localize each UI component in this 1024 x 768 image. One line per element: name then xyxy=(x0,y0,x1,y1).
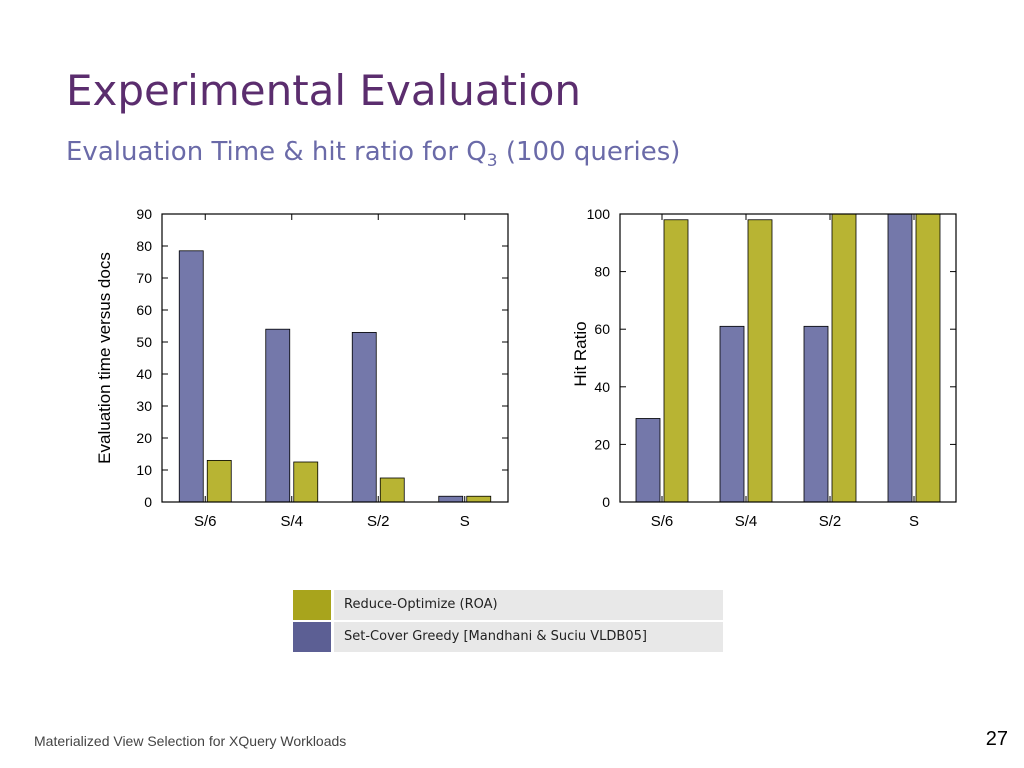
legend-swatch-set-cover xyxy=(293,622,331,652)
bar-set-cover-s xyxy=(887,213,913,503)
y-tick-label: 90 xyxy=(136,206,152,222)
y-tick-label: 20 xyxy=(136,430,152,446)
y-tick-label: 40 xyxy=(594,379,610,395)
x-tick-label: S/6 xyxy=(194,513,217,530)
legend-swatch-roa xyxy=(293,590,331,620)
bar-roa-s-2 xyxy=(379,477,405,503)
y-tick-label: 50 xyxy=(136,334,152,350)
legend-label-roa: Reduce-Optimize (ROA) xyxy=(331,590,723,620)
x-tick-label: S/4 xyxy=(735,513,758,530)
bar-roa-s-4 xyxy=(747,219,773,503)
x-tick-label: S/2 xyxy=(819,513,842,530)
y-tick-label: 80 xyxy=(136,238,152,254)
x-tick-label: S xyxy=(909,513,919,530)
chart-legend: Reduce-Optimize (ROA) Set-Cover Greedy [… xyxy=(293,590,723,654)
x-tick-label: S/4 xyxy=(280,513,303,530)
bar-set-cover-s-4 xyxy=(265,328,291,503)
y-tick-label: 60 xyxy=(594,321,610,337)
y-tick-label: 0 xyxy=(144,494,152,510)
subtitle-main: Evaluation Time & hit ratio for Q xyxy=(66,137,487,167)
x-tick-label: S/6 xyxy=(651,513,674,530)
slide-subtitle: Evaluation Time & hit ratio for Q3 (100 … xyxy=(66,137,680,171)
bar-roa-s-4 xyxy=(293,461,319,503)
plot-frame xyxy=(161,213,509,503)
legend-entry-set-cover: Set-Cover Greedy [Mandhani & Suciu VLDB0… xyxy=(293,622,723,652)
y-tick-label: 70 xyxy=(136,270,152,286)
slide-footer: Materialized View Selection for XQuery W… xyxy=(34,733,347,749)
bar-set-cover-s-6 xyxy=(635,418,661,503)
legend-label-set-cover: Set-Cover Greedy [Mandhani & Suciu VLDB0… xyxy=(331,622,723,652)
bar-roa-s xyxy=(915,213,941,503)
evaluation-time-chart: 0 10 20 30 40 50 60 70 80 90 S/6 S/4 S/2 S Evaluation … xyxy=(95,206,509,530)
y-tick-label: 80 xyxy=(594,264,610,280)
y-tick-label: 30 xyxy=(136,398,152,414)
y-tick-label: 20 xyxy=(594,436,610,452)
bar-set-cover-s-6 xyxy=(178,250,204,503)
slide-title: Experimental Evaluation xyxy=(66,66,582,115)
y-axis-label: Hit Ratio xyxy=(571,321,590,386)
bar-roa-s-2 xyxy=(831,213,857,503)
x-tick-label: S/2 xyxy=(367,513,390,530)
y-tick-label: 60 xyxy=(136,302,152,318)
bar-roa-s xyxy=(466,495,492,503)
y-tick-label: 10 xyxy=(136,462,152,478)
y-tick-label: 0 xyxy=(602,494,610,510)
bar-set-cover-s-2 xyxy=(351,331,377,503)
bar-roa-s-6 xyxy=(206,459,232,503)
subtitle-subscript: 3 xyxy=(486,151,498,172)
y-tick-label: 100 xyxy=(587,206,611,222)
plot-frame xyxy=(619,213,957,503)
subtitle-tail: (100 queries) xyxy=(497,137,681,167)
x-tick-label: S xyxy=(460,513,470,530)
y-axis-label: Evaluation time versus docs xyxy=(95,252,114,464)
bar-set-cover-s-4 xyxy=(719,325,745,503)
page-number: 27 xyxy=(985,728,1008,750)
legend-entry-roa: Reduce-Optimize (ROA) xyxy=(293,590,723,620)
bar-roa-s-6 xyxy=(663,219,689,503)
y-tick-label: 40 xyxy=(136,366,152,382)
bar-set-cover-s-2 xyxy=(803,325,829,503)
bar-set-cover-s xyxy=(438,495,464,503)
hit-ratio-chart: 0 20 40 60 80 100 S/6 S/4 S/2 S Hit Ratio xyxy=(571,206,957,530)
